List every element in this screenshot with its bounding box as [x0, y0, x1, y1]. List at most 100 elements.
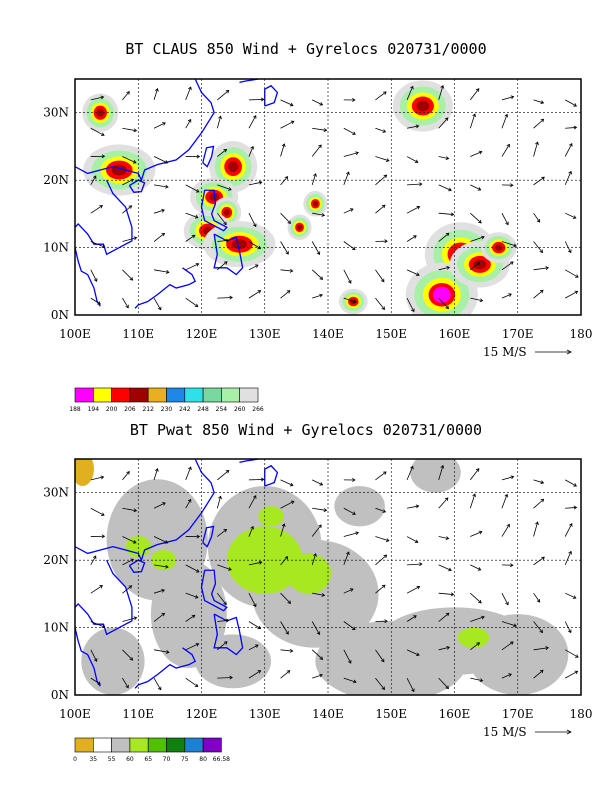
wind-vector	[217, 529, 227, 537]
wind-vector	[312, 479, 323, 486]
wind-vector-head	[157, 686, 162, 691]
wind-vector-head	[289, 102, 294, 107]
wind-vector-head	[513, 243, 517, 248]
wind-vector-head	[225, 618, 230, 623]
pwat-moist-region	[286, 553, 332, 594]
wind-vector-head	[316, 251, 321, 256]
wind-vector	[280, 269, 293, 272]
wind-vector	[216, 496, 222, 509]
wind-vector	[280, 120, 295, 129]
wind-vector	[122, 91, 130, 101]
wind-vector-head	[479, 678, 484, 683]
wind-vector-head	[419, 562, 423, 567]
wind-vector	[533, 669, 544, 679]
wind-vector-head	[164, 540, 169, 544]
wind-vector	[280, 290, 291, 299]
wind-vector-head	[188, 86, 192, 91]
coastline	[75, 79, 215, 182]
vector-reference-label: 15 M/S	[483, 725, 527, 739]
wind-vector-head	[448, 567, 452, 572]
wind-vector-head	[290, 120, 295, 125]
wind-vector	[248, 241, 261, 249]
wind-vector-head	[414, 539, 419, 543]
wind-vector	[564, 99, 577, 107]
wind-vector	[122, 507, 137, 512]
wind-vector-head	[133, 236, 138, 241]
wind-vector	[533, 267, 549, 271]
wind-vector	[185, 184, 200, 193]
coastline	[202, 145, 215, 168]
wind-vector	[406, 615, 417, 622]
wind-vector	[90, 297, 101, 305]
wind-vector-head	[100, 95, 105, 100]
wind-vector-head	[260, 97, 265, 102]
wind-vector	[375, 174, 387, 186]
lon-tick-label: 150E	[375, 327, 407, 341]
colorbar-label: 230	[161, 406, 173, 413]
lat-tick-label: 10N	[43, 621, 69, 635]
colorbar-label: 188	[69, 406, 81, 413]
wind-vector	[438, 497, 449, 509]
wind-vector	[216, 116, 222, 129]
wind-vector-head	[257, 290, 262, 294]
wind-vector	[406, 586, 420, 594]
wind-vector	[469, 468, 480, 481]
pwat-region	[467, 614, 569, 695]
wind-vector-head	[162, 122, 166, 126]
vector-reference-label: 15 M/S	[483, 345, 527, 359]
wind-vector	[470, 184, 481, 191]
wind-vector-head	[355, 531, 359, 536]
wind-vector	[438, 536, 449, 540]
wind-vector-head	[382, 129, 387, 133]
wind-vector-head	[228, 567, 232, 571]
colorbar-swatch	[129, 387, 149, 403]
wind-vector-head	[539, 629, 543, 634]
lat-tick-label: 0N	[51, 308, 69, 322]
wind-vector	[533, 241, 543, 253]
colorbar-swatch	[74, 387, 94, 403]
colorbar-label: 254	[216, 406, 228, 413]
colorbar-label: 70	[163, 756, 171, 763]
cloud-core	[494, 244, 503, 251]
wind-vector	[470, 642, 480, 651]
map-field	[75, 79, 579, 315]
coastline	[75, 247, 101, 307]
wind-vector-head	[194, 214, 199, 219]
wind-vector-head	[223, 641, 228, 645]
wind-vector	[533, 176, 545, 186]
wind-vector-head	[446, 645, 451, 650]
wind-vector-head	[510, 261, 514, 265]
wind-vector-head	[290, 500, 295, 505]
wind-vector-head	[254, 644, 259, 648]
wind-vector-head	[410, 85, 414, 90]
wind-vector	[406, 235, 417, 242]
wind-vector	[533, 521, 538, 537]
wind-vector	[564, 479, 577, 487]
wind-vector	[90, 621, 105, 628]
wind-vector	[469, 493, 476, 509]
wind-vector	[343, 588, 354, 594]
wind-vector	[343, 551, 350, 566]
wind-vector	[90, 555, 97, 566]
wind-vector-head	[162, 502, 166, 506]
wind-vector-head	[411, 688, 415, 693]
colorbar-label: 35	[89, 756, 97, 763]
wind-vector	[185, 499, 192, 509]
wind-vector	[217, 564, 232, 571]
wind-vector-head	[318, 144, 322, 149]
wind-vector-head	[319, 673, 323, 678]
wind-vector-head	[313, 173, 317, 177]
wind-vector-head	[196, 154, 201, 159]
wind-vector-head	[318, 524, 322, 529]
wind-vector-head	[133, 128, 138, 133]
wind-vector-head	[161, 208, 165, 213]
lon-tick-label: 130E	[249, 707, 281, 721]
wind-vector	[90, 96, 104, 101]
map-panel-1: 100E 110E 120E 130E 140E 150E 160E 170E 180 0N 10N…	[43, 78, 592, 413]
wind-vector	[122, 649, 133, 661]
wind-vector-head	[319, 656, 324, 660]
wind-vector	[501, 476, 514, 481]
cloud-core	[473, 259, 487, 270]
wind-vector	[185, 86, 192, 101]
wind-vector	[565, 212, 576, 219]
